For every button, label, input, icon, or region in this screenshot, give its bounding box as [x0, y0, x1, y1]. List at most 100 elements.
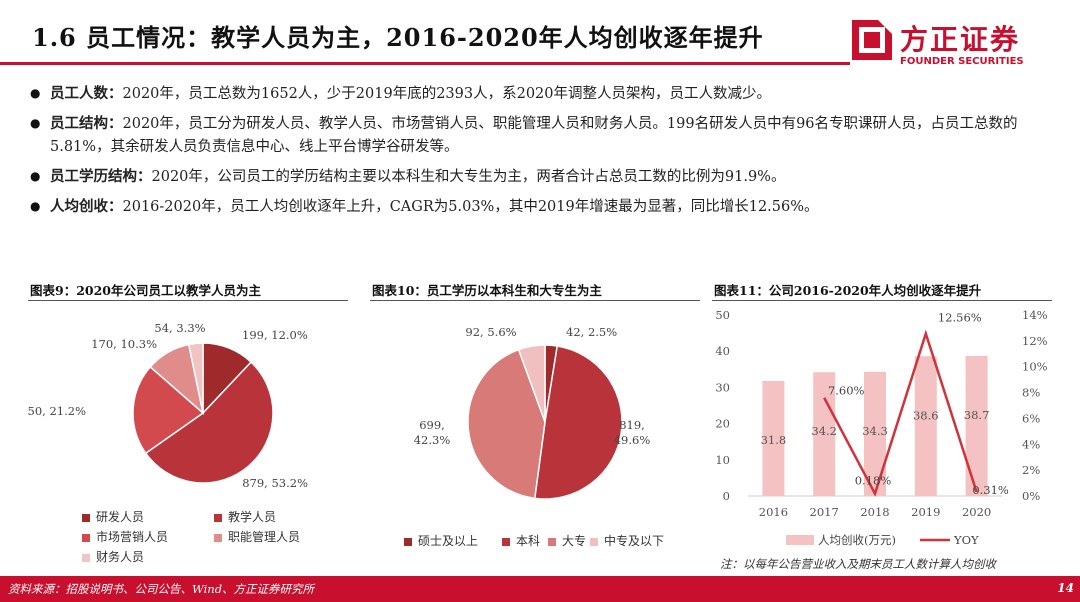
- chart-note: 注：以每年公告营业收入及期末员工人数计算人均创收: [720, 557, 996, 571]
- page-number: 14: [1057, 581, 1074, 595]
- staff-pie-data-label: 350, 21.2%: [28, 404, 86, 418]
- education-pie-data-label: 42, 2.5%: [566, 325, 617, 339]
- staff-pie-data-label: 54, 3.3%: [154, 321, 205, 335]
- x-tick-label: 2016: [759, 505, 788, 519]
- bar-data-label: 34.3: [862, 424, 888, 438]
- staff-legend-item: 教学人员: [214, 508, 276, 525]
- brand-logo: 方正证券 FOUNDER SECURITIES: [852, 18, 1042, 72]
- revenue-bar: [914, 356, 937, 496]
- bullet-text: 2020年，员工分为研发人员、教学人员、市场营销人员、职能管理人员和财务人员。1…: [50, 116, 1018, 155]
- legend-swatch: [82, 513, 90, 522]
- staff-legend-item: 职能管理人员: [214, 528, 300, 545]
- revenue-bar: [762, 380, 785, 496]
- y-right-tick-label: 2%: [1022, 463, 1040, 477]
- education-legend-item: 硕士及以上: [404, 532, 478, 549]
- legend-swatch: [590, 537, 598, 546]
- bullet-education-structure: 员工学历结构：2020年，公司员工的学历结构主要以本科生和大专生为主，两者合计占…: [30, 165, 1044, 189]
- y-left-tick-label: 50: [715, 308, 730, 322]
- bar-data-label: 31.8: [761, 433, 787, 447]
- y-right-tick-label: 4%: [1022, 437, 1040, 451]
- staff-composition-legend: 研发人员 教学人员市场营销人员 职能管理人员财务人员: [82, 508, 362, 568]
- page-title: 1.6 员工情况：教学人员为主，2016-2020年人均创收逐年提升: [32, 23, 764, 52]
- revenue-bar: [813, 372, 836, 496]
- bullet-text: 2020年，公司员工的学历结构主要以本科生和大专生为主，两者合计占总员工数的比例…: [151, 169, 786, 185]
- bullet-staff-count: 员工人数：2020年，员工总数为1652人，少于2019年底的2393人，系20…: [30, 82, 1044, 106]
- x-tick-label: 2020: [962, 505, 991, 519]
- legend-label: 大专: [562, 534, 587, 548]
- staff-legend-item: 研发人员: [82, 508, 144, 525]
- legend-swatch: [82, 553, 90, 562]
- y-right-tick-label: 0%: [1022, 489, 1040, 503]
- legend-swatch: [82, 533, 90, 542]
- staff-legend-item: 市场营销人员: [82, 528, 168, 545]
- logo-mark-icon: [852, 20, 892, 60]
- x-tick-label: 2019: [911, 505, 940, 519]
- legend-label: 教学人员: [228, 510, 277, 524]
- legend-swatch: [214, 533, 222, 542]
- bullet-label: 员工结构：: [50, 115, 123, 132]
- yoy-data-label: 7.60%: [828, 384, 865, 398]
- bullet-label: 人均创收：: [50, 198, 123, 215]
- revenue-per-staff-combo-chart: 0 10 20 30 40 50 0% 2% 4% 6% 8% 10% 12% 14% 31.8 2016 34…: [715, 308, 1048, 547]
- legend-label: YOY: [953, 533, 979, 547]
- yoy-line: [823, 329, 978, 497]
- figure-9-divider: [28, 300, 348, 301]
- legend-bar-swatch: [786, 535, 814, 545]
- education-pie-slice: [467, 348, 546, 500]
- x-tick-label: 2018: [860, 505, 889, 519]
- yoy-data-label: 12.56%: [938, 311, 982, 325]
- bullet-revenue-per-staff: 人均创收：2016-2020年，员工人均创收逐年上升，CAGR为5.03%，其中…: [30, 195, 1044, 219]
- revenue-bar: [864, 371, 886, 496]
- bullet-label: 员工学历结构：: [50, 168, 152, 185]
- bar-data-label: 34.2: [811, 424, 837, 438]
- education-pie-chart: 42, 2.5% 819, 49.6% 699, 42.3% 92, 5.6%: [414, 325, 651, 500]
- legend-swatch: [404, 537, 412, 546]
- y-right-tick-label: 12%: [1022, 334, 1048, 348]
- bullet-staff-structure: 员工结构：2020年，员工分为研发人员、教学人员、市场营销人员、职能管理人员和财…: [30, 112, 1044, 159]
- education-pie-data-label: 699, 42.3%: [414, 418, 451, 447]
- legend-swatch: [214, 513, 222, 522]
- yoy-data-label: 0.18%: [855, 474, 892, 488]
- figure-10-title: 图表10：员工学历以本科生和大专生为主: [372, 283, 602, 298]
- education-pie-data-label: 92, 5.6%: [465, 325, 516, 339]
- bar-data-label: 38.6: [913, 408, 939, 422]
- staff-pie-slice: [187, 342, 204, 414]
- y-right-tick-label: 6%: [1022, 411, 1040, 425]
- figure-10-divider: [370, 300, 700, 301]
- logo-text-en: FOUNDER SECURITIES: [900, 56, 1024, 67]
- education-legend-item: 大专: [548, 532, 586, 549]
- staff-composition-pie-chart: 199, 12.0% 879, 53.2% 350, 21.2% 170, 10.3%…: [28, 321, 308, 490]
- revenue-bar: [965, 355, 988, 496]
- legend-label: 人均创收(万元): [818, 533, 896, 547]
- figure-9-title: 图表9：2020年公司员工以教学人员为主: [30, 283, 261, 298]
- logo-text-cn: 方正证券: [900, 23, 1021, 56]
- staff-legend-item: 财务人员: [82, 548, 144, 565]
- x-tick-label: 2017: [810, 505, 839, 519]
- staff-pie-data-label: 199, 12.0%: [242, 328, 308, 342]
- staff-pie-data-label: 879, 53.2%: [242, 476, 308, 490]
- source-note: 资料来源：招股说明书、公司公告、Wind、方正证券研究所: [8, 582, 315, 596]
- bullet-label: 员工人数：: [50, 85, 123, 102]
- legend-label: 职能管理人员: [228, 530, 301, 544]
- education-pie-data-label: 819, 49.6%: [614, 418, 651, 447]
- legend-swatch: [502, 537, 510, 546]
- y-left-tick-label: 0: [723, 489, 730, 503]
- legend-swatch: [548, 537, 556, 546]
- footer-bar: 资料来源：招股说明书、公司公告、Wind、方正证券研究所 14: [0, 576, 1080, 602]
- staff-pie-slice: [144, 361, 274, 484]
- education-pie-slice: [517, 344, 546, 423]
- bullet-text: 2020年，员工总数为1652人，少于2019年底的2393人，系2020年调整…: [122, 86, 772, 102]
- education-pie-slice: [533, 345, 623, 500]
- education-legend-item: 本科: [502, 532, 540, 549]
- y-left-tick-label: 10: [715, 453, 730, 467]
- y-right-tick-label: 10%: [1022, 360, 1048, 374]
- legend-label: 本科: [516, 534, 541, 548]
- title-divider: [0, 62, 850, 65]
- legend-label: 财务人员: [96, 550, 145, 564]
- y-left-tick-label: 30: [715, 380, 730, 394]
- y-right-tick-label: 14%: [1022, 308, 1048, 322]
- staff-pie-data-label: 170, 10.3%: [91, 337, 157, 351]
- legend-label: 研发人员: [96, 510, 145, 524]
- legend-label: 市场营销人员: [96, 530, 169, 544]
- bullet-text: 2016-2020年，员工人均创收逐年上升，CAGR为5.03%，其中2019年…: [122, 199, 819, 215]
